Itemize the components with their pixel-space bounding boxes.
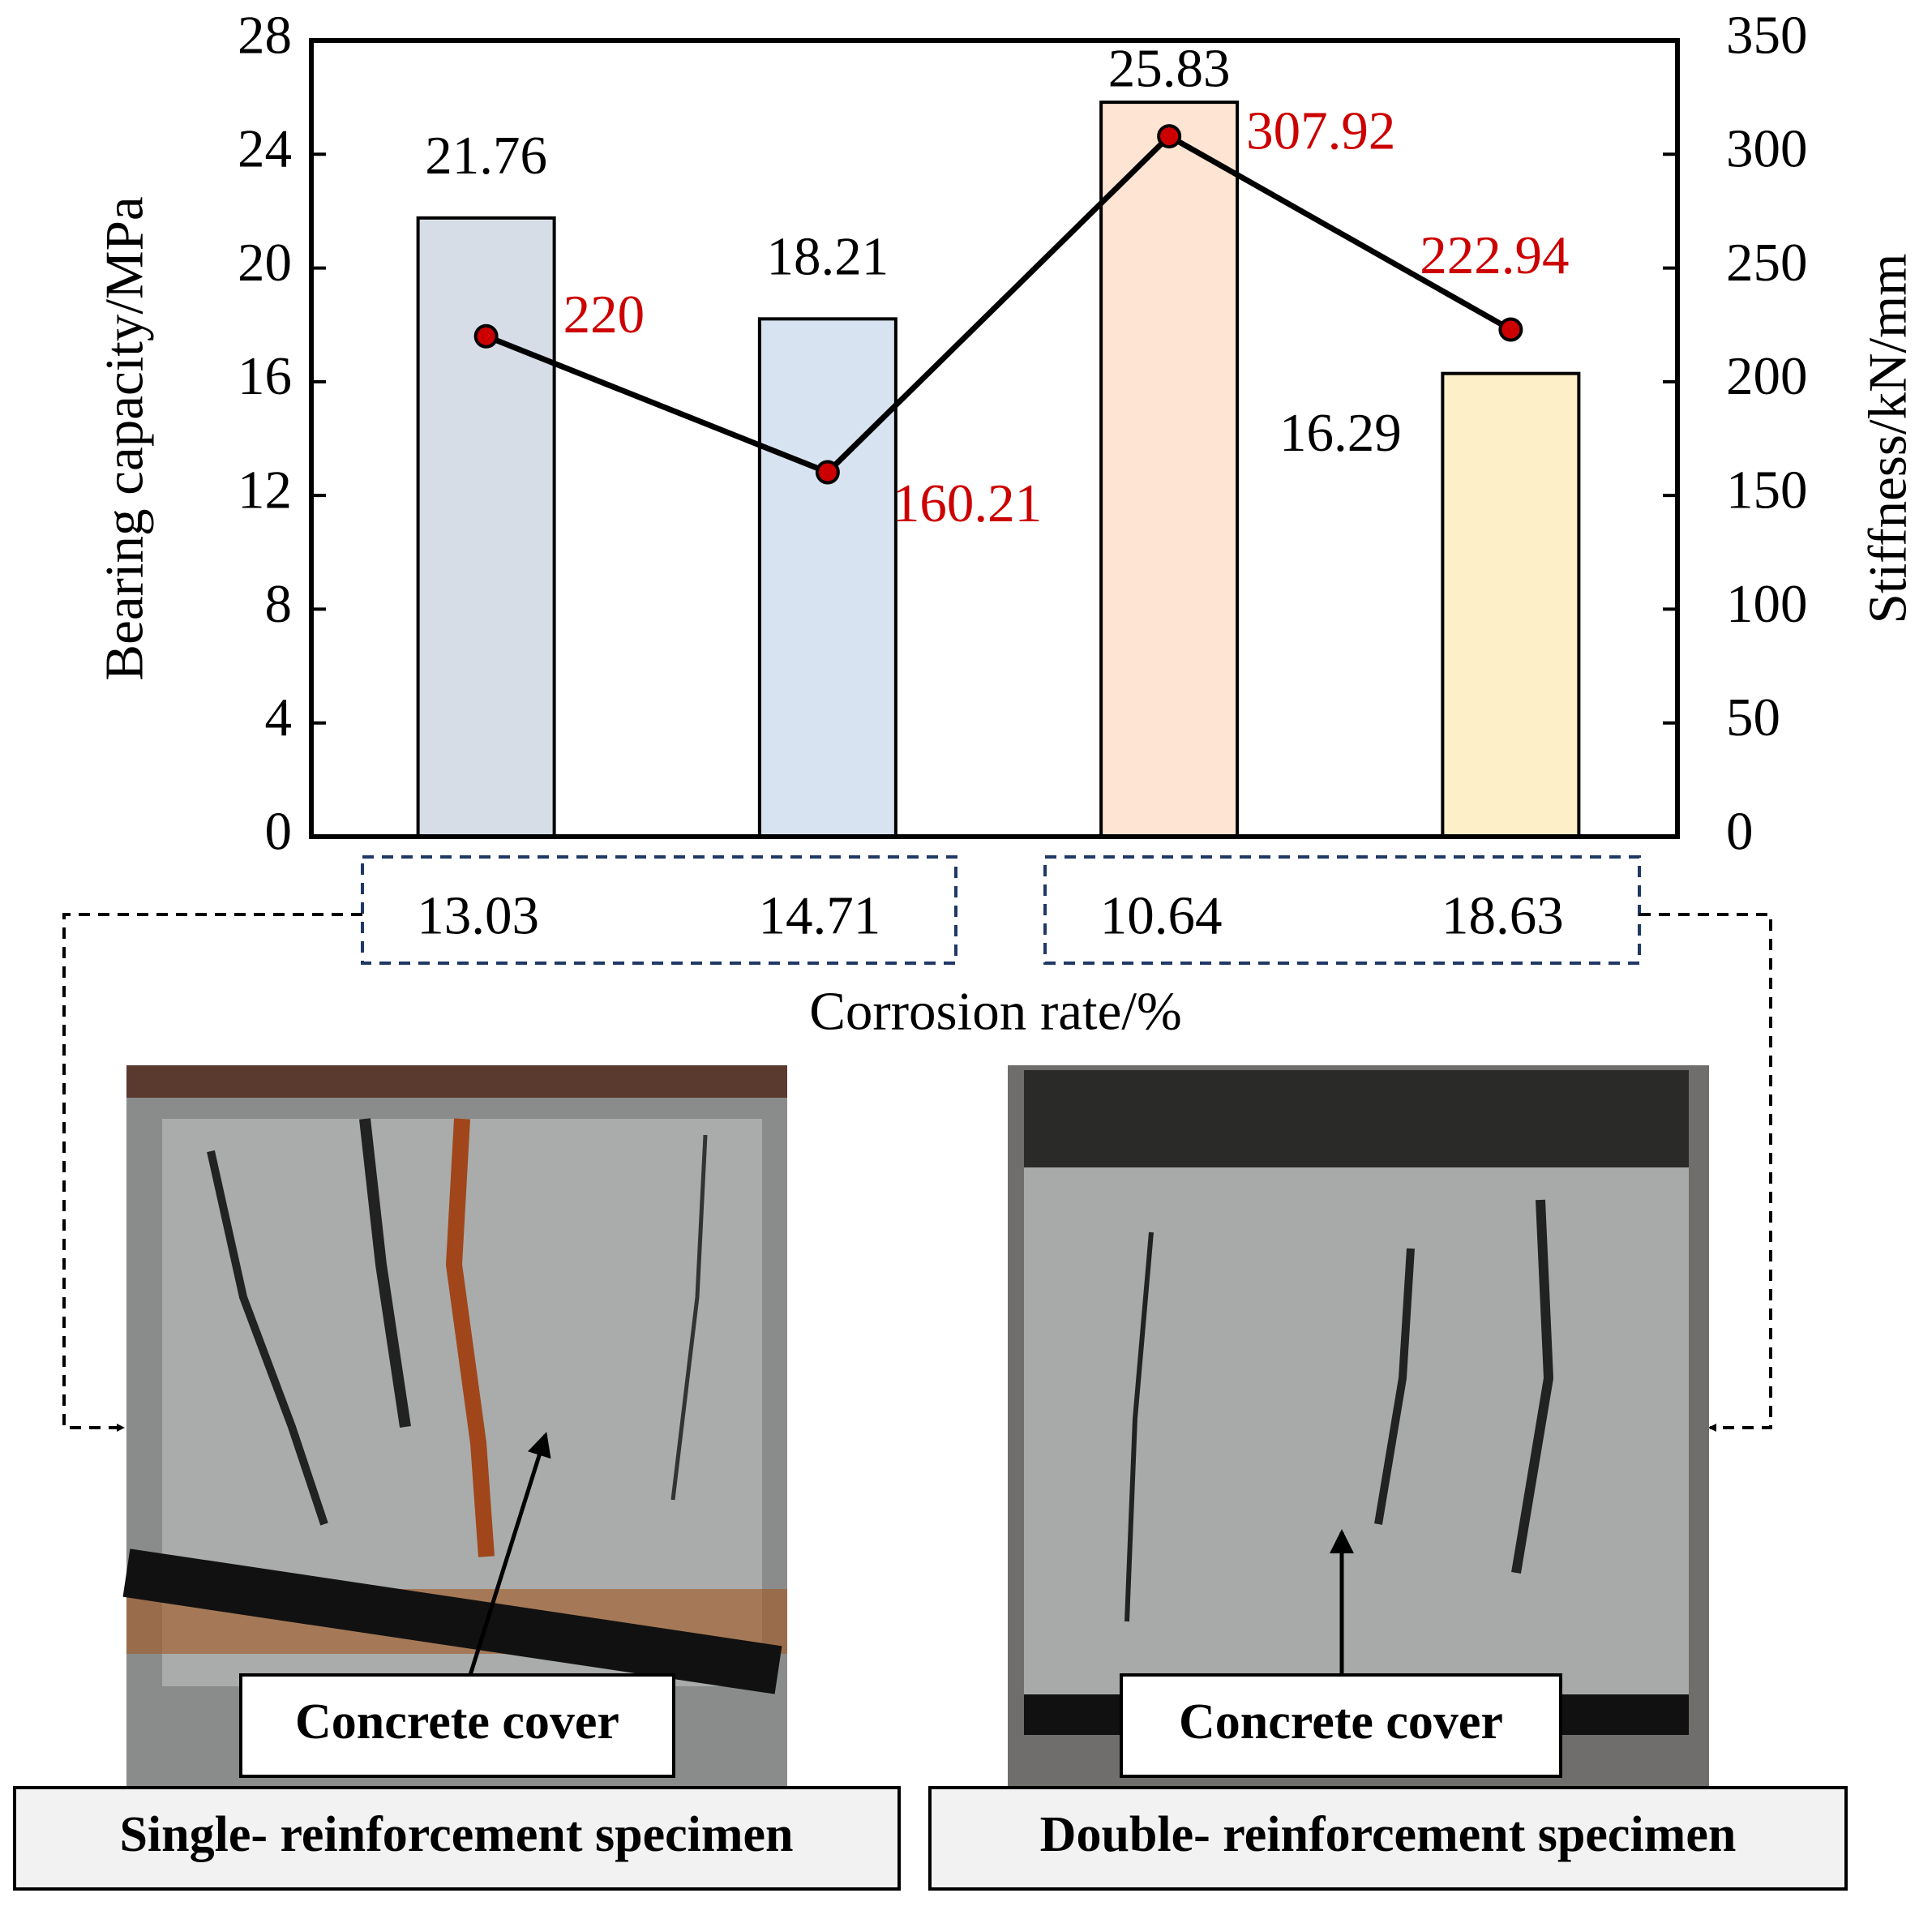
line-marker bbox=[815, 460, 840, 485]
line-marker bbox=[1157, 124, 1182, 149]
bar bbox=[757, 317, 897, 838]
x-tick-label: 18.63 bbox=[1442, 885, 1564, 945]
caption-box bbox=[928, 1786, 1848, 1891]
y-tick-label: 16 bbox=[238, 346, 292, 406]
panel-caption: Single- reinforcement specimen bbox=[119, 1807, 793, 1862]
line-value-label: 222.94 bbox=[1420, 225, 1569, 285]
bar bbox=[1099, 101, 1240, 839]
y-tick-label: 0 bbox=[265, 801, 293, 861]
photo-single bbox=[122, 1065, 787, 1787]
y2-tick-label: 250 bbox=[1726, 233, 1808, 293]
y-tick-label: 8 bbox=[265, 574, 293, 634]
line bbox=[485, 132, 1513, 476]
y2-tick-label: 200 bbox=[1726, 346, 1808, 406]
line-value-label: 160.21 bbox=[893, 473, 1042, 533]
y-tick-label: 12 bbox=[238, 460, 292, 520]
y-tick-label: 24 bbox=[238, 119, 292, 179]
label-box bbox=[1120, 1673, 1562, 1778]
y2-tick-label: 50 bbox=[1726, 687, 1780, 747]
bar-value-label: 21.76 bbox=[425, 126, 547, 186]
bar bbox=[1441, 371, 1581, 839]
y2-tick-label: 100 bbox=[1726, 574, 1808, 634]
connector bbox=[62, 913, 362, 1432]
y2-axis-title: Stiffness/kN/mm bbox=[1857, 254, 1917, 624]
bar-value-label: 25.83 bbox=[1108, 38, 1231, 98]
connector bbox=[1639, 913, 1772, 1432]
panel-label: Concrete cover bbox=[1179, 1694, 1503, 1750]
x-tick-label: 14.71 bbox=[759, 885, 881, 945]
bar-value-label: 18.21 bbox=[767, 227, 889, 287]
y-axis-title: Bearing capacity/MPa bbox=[94, 196, 154, 680]
y-tick-label: 20 bbox=[238, 233, 292, 293]
y2-tick-label: 150 bbox=[1726, 460, 1808, 520]
bar-value-label: 16.29 bbox=[1279, 403, 1402, 463]
y-tick-label: 4 bbox=[265, 687, 293, 747]
line-value-label: 307.92 bbox=[1246, 101, 1395, 161]
line-marker bbox=[473, 323, 499, 349]
category-box bbox=[361, 855, 957, 965]
x-axis-title: Corrosion rate/% bbox=[809, 981, 1182, 1041]
x-tick-label: 10.64 bbox=[1100, 885, 1223, 945]
caption-box bbox=[13, 1786, 901, 1891]
y2-tick-label: 300 bbox=[1726, 119, 1808, 179]
category-box bbox=[1043, 855, 1641, 965]
label-box bbox=[239, 1673, 675, 1778]
y-tick-label: 28 bbox=[238, 5, 292, 65]
y2-tick-label: 350 bbox=[1726, 5, 1808, 65]
panel-caption: Double- reinforcement specimen bbox=[1040, 1807, 1737, 1862]
plot-frame bbox=[309, 38, 1680, 839]
panel-label: Concrete cover bbox=[295, 1694, 619, 1750]
line-value-label: 220 bbox=[563, 285, 645, 345]
photo-double bbox=[1008, 1065, 1709, 1787]
line-marker bbox=[1498, 317, 1523, 342]
y2-tick-label: 0 bbox=[1726, 801, 1754, 861]
bar bbox=[416, 216, 556, 838]
pointer-arrow bbox=[468, 1432, 551, 1676]
x-tick-label: 13.03 bbox=[417, 885, 539, 945]
